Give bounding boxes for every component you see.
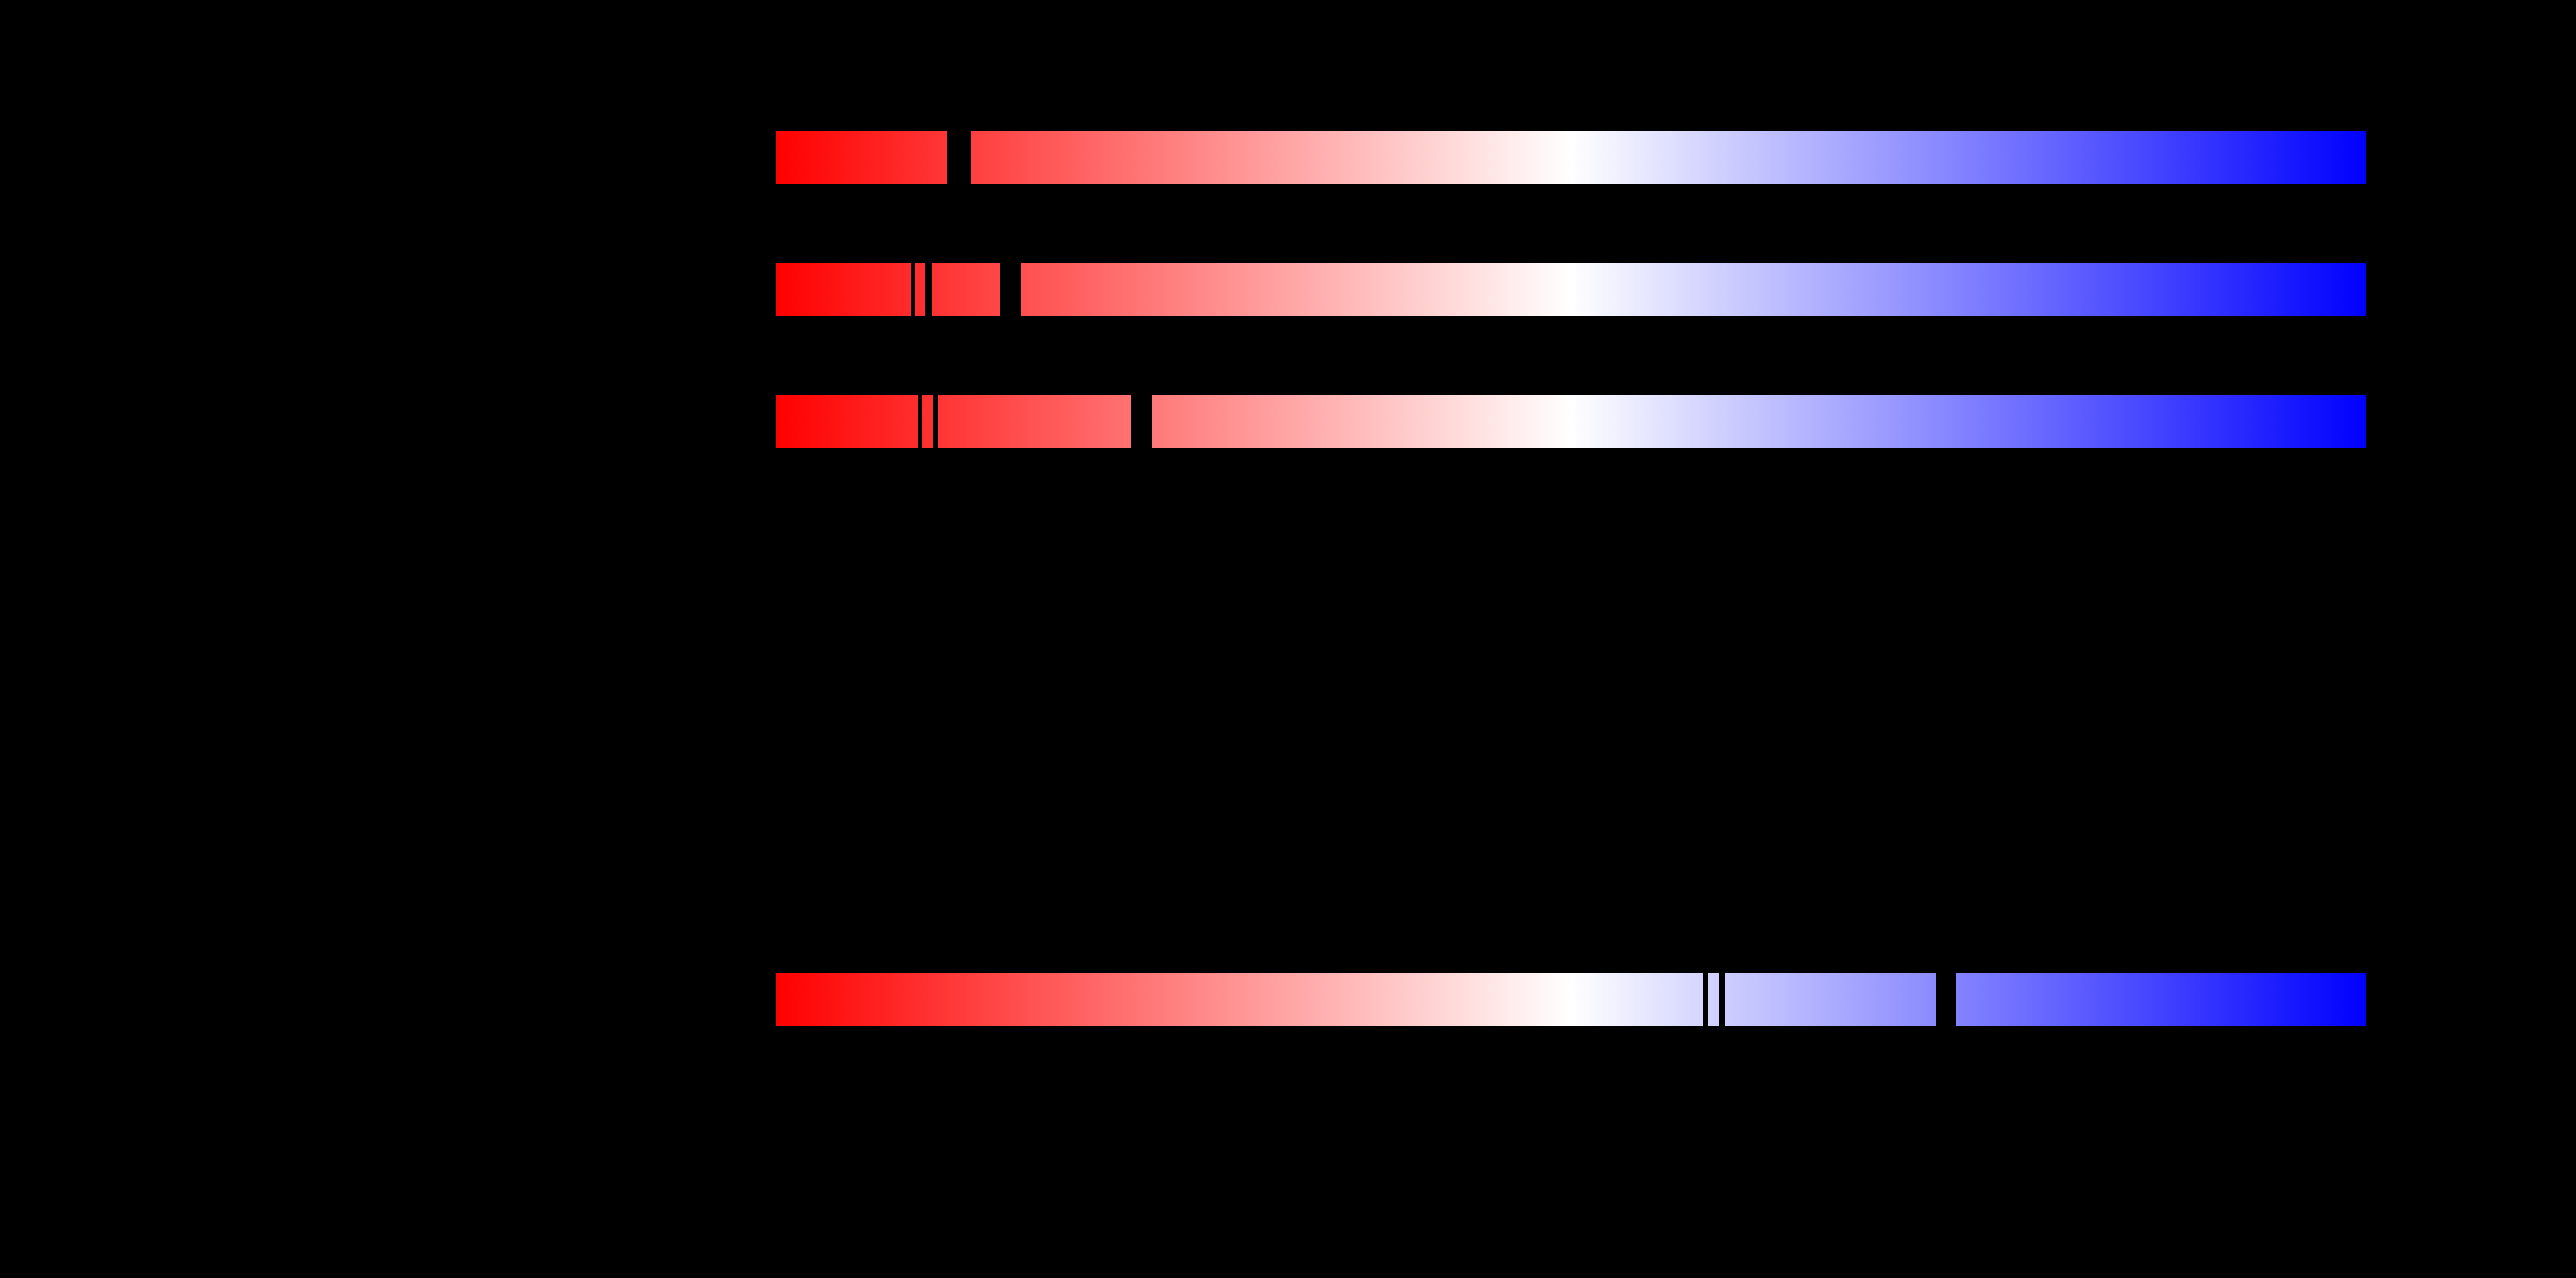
thin-tick-marker — [1719, 973, 1725, 1026]
thick-tick-marker — [947, 131, 971, 184]
thick-tick-marker — [1000, 262, 1021, 316]
thick-tick-marker — [1131, 394, 1152, 448]
thin-tick-marker — [911, 262, 915, 316]
gradient-bar-strip-4 — [776, 973, 2366, 1026]
gradient-bar-strip-1 — [776, 131, 2366, 184]
gradient-bar-strip-2 — [776, 262, 2366, 316]
thin-tick-marker — [1703, 973, 1708, 1026]
thin-tick-marker — [933, 394, 938, 448]
thin-tick-marker — [925, 262, 932, 316]
thick-tick-marker — [1935, 973, 1956, 1026]
gradient-bar-strip-3 — [776, 394, 2366, 448]
thin-tick-marker — [917, 394, 922, 448]
